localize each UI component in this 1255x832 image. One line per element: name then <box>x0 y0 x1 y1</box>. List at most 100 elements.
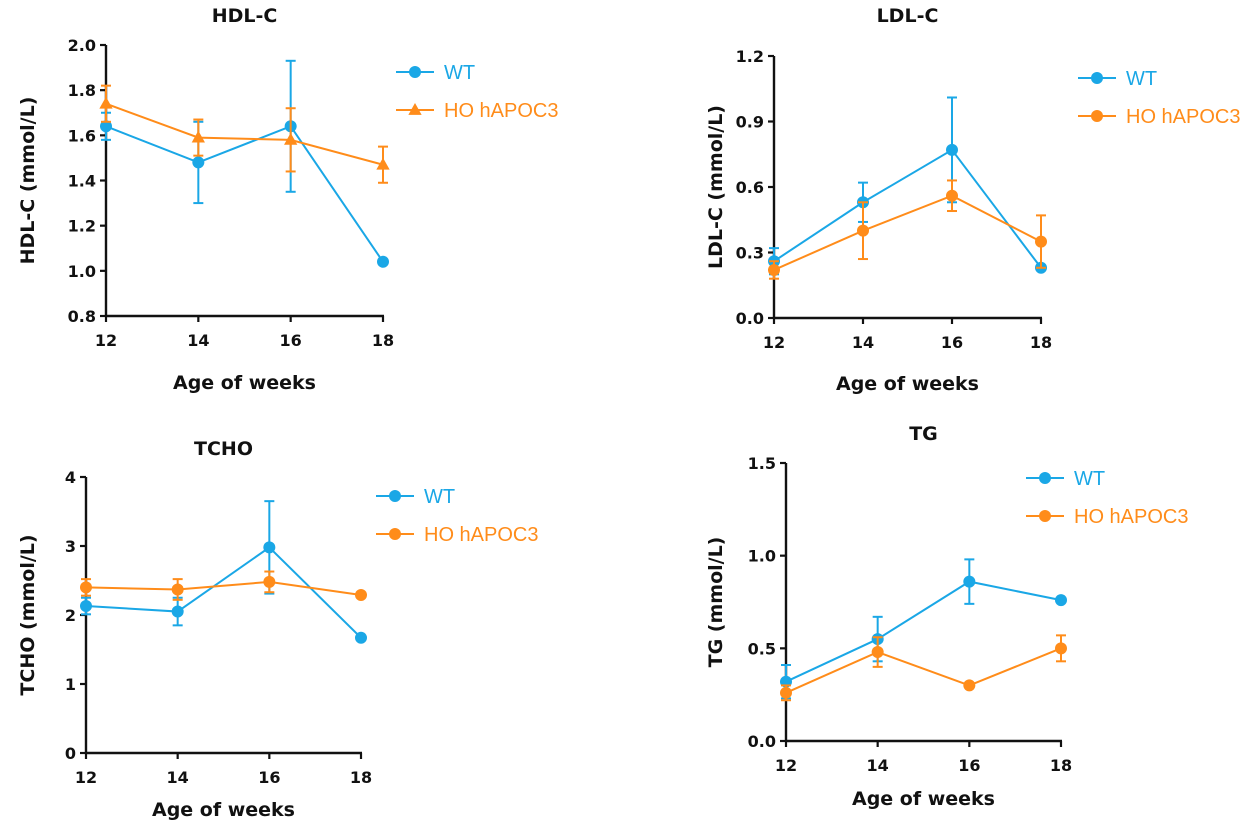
data-point <box>355 588 367 601</box>
data-point <box>263 541 276 554</box>
data-point <box>192 156 205 169</box>
chart-panel-3: 0.0 0.5 1.0 1.5 12 14 16 18 TG Age of weeks TG (mm… <box>705 423 1188 810</box>
y-tick-label: 1.0 <box>748 547 776 566</box>
legend-marker <box>408 103 422 115</box>
y-tick-label: 1 <box>65 675 76 694</box>
data-point <box>946 143 958 156</box>
x-tick-label: 12 <box>95 331 117 350</box>
y-tick-label: 2.0 <box>68 36 96 55</box>
x-axis-label: Age of weeks <box>836 373 979 395</box>
y-tick-label: 1.6 <box>68 126 96 145</box>
legend-label: WT <box>424 486 455 508</box>
data-point <box>871 646 884 659</box>
y-tick-label: 0.5 <box>748 639 776 658</box>
y-tick-label: 1.8 <box>68 81 96 100</box>
y-axis-label: LDL-C (mmol/L) <box>705 105 727 269</box>
data-point <box>1035 235 1047 248</box>
y-tick-label: 0.3 <box>736 244 764 263</box>
y-axis-label: TCHO (mmol/L) <box>17 534 39 695</box>
y-tick-label: 1.4 <box>68 172 96 191</box>
data-point <box>171 605 184 618</box>
x-tick-label: 18 <box>1050 756 1072 775</box>
x-tick-label: 12 <box>75 768 97 787</box>
chart-title: TG <box>909 423 938 445</box>
data-point <box>284 132 298 145</box>
chart-panel-1: 0.0 0.3 0.6 0.9 1.2 12 14 16 18 LDL-C Age of weeks… <box>705 5 1240 395</box>
legend-label: WT <box>1126 68 1157 90</box>
data-point <box>857 224 869 237</box>
chart-panel-0: 0.8 1.0 1.2 1.4 1.6 1.8 2.0 12 14 16 18 HDL-C Age of… <box>17 5 558 394</box>
y-tick-label: 3 <box>65 537 76 556</box>
x-tick-label: 16 <box>958 756 980 775</box>
data-point <box>768 263 780 276</box>
y-axis-label: HDL-C (mmol/L) <box>17 97 39 265</box>
chart-title: LDL-C <box>877 5 939 27</box>
legend-marker <box>1091 110 1103 122</box>
series-line <box>773 148 1042 269</box>
series-wt <box>100 59 389 268</box>
series-ho-hapoc3 <box>99 84 390 184</box>
data-point <box>80 600 92 613</box>
x-tick-label: 14 <box>187 331 209 350</box>
legend-marker <box>389 528 401 540</box>
y-tick-label: 1.2 <box>736 47 764 66</box>
y-tick-label: 2 <box>65 606 76 625</box>
x-tick-label: 14 <box>867 756 889 775</box>
x-tick-label: 12 <box>763 333 785 352</box>
x-tick-label: 16 <box>258 768 280 787</box>
x-axis-label: Age of weeks <box>173 372 316 394</box>
data-point <box>946 189 958 202</box>
x-tick-label: 18 <box>372 331 394 350</box>
series-wt <box>80 500 367 644</box>
data-point <box>963 679 976 692</box>
legend-marker <box>1039 472 1051 484</box>
x-tick-label: 18 <box>1030 333 1052 352</box>
legend-label: WT <box>1074 468 1105 490</box>
y-tick-label: 4 <box>65 468 76 487</box>
data-point <box>376 157 390 170</box>
legend-marker <box>389 490 401 502</box>
series-line <box>85 546 362 639</box>
data-point <box>99 96 113 109</box>
data-point <box>263 575 276 588</box>
y-tick-label: 0.8 <box>68 307 96 326</box>
legend-label: HO hAPOC3 <box>1126 106 1240 128</box>
series-line <box>85 580 362 596</box>
data-point <box>1055 594 1067 607</box>
data-point <box>1055 642 1067 655</box>
legend-marker <box>1039 510 1051 522</box>
x-tick-label: 18 <box>350 768 372 787</box>
y-tick-label: 1.2 <box>68 217 96 236</box>
data-point <box>191 130 205 143</box>
data-point <box>100 120 112 133</box>
series-line <box>105 125 384 263</box>
series-ho-hapoc3 <box>80 570 367 601</box>
y-tick-label: 1.0 <box>68 262 96 281</box>
legend-marker <box>409 66 421 78</box>
x-axis-label: Age of weeks <box>152 799 295 821</box>
chart-title: HDL-C <box>212 5 278 27</box>
series-line <box>785 580 1062 683</box>
x-axis-label: Age of weeks <box>852 788 995 810</box>
data-point <box>780 686 792 699</box>
y-tick-label: 0.6 <box>736 178 764 197</box>
series-ho-hapoc3 <box>768 179 1047 280</box>
data-point <box>171 583 184 596</box>
chart-title: TCHO <box>194 438 253 460</box>
series-line <box>105 102 384 166</box>
legend-label: HO hAPOC3 <box>1074 506 1188 528</box>
legend-label: HO hAPOC3 <box>424 524 538 546</box>
series-wt <box>780 558 1067 700</box>
data-point <box>377 255 389 268</box>
y-axis-label: TG (mmol/L) <box>705 537 727 668</box>
legend-marker <box>1091 72 1103 84</box>
x-tick-label: 12 <box>775 756 797 775</box>
y-tick-label: 0.9 <box>736 113 764 132</box>
series-line <box>773 194 1042 271</box>
x-tick-label: 14 <box>852 333 874 352</box>
legend-label: WT <box>444 62 475 84</box>
legend-label: HO hAPOC3 <box>444 100 558 122</box>
y-tick-label: 0.0 <box>736 309 764 328</box>
